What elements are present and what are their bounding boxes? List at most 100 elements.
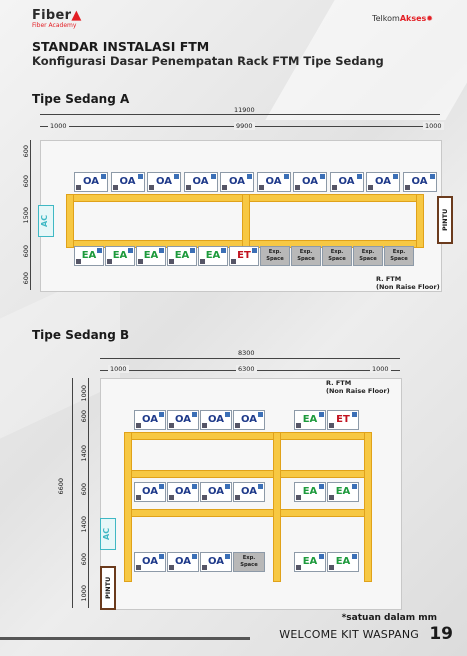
rack-tag-icon bbox=[319, 412, 324, 417]
rack-tag-icon bbox=[296, 565, 301, 570]
rack-oa: OA bbox=[167, 410, 199, 430]
rack-oa: OA bbox=[233, 482, 265, 502]
rack-tag-icon bbox=[192, 412, 197, 417]
vdim-b: 1000 bbox=[80, 585, 88, 602]
door-b: PINTU bbox=[100, 566, 116, 610]
vdim-a: 600 bbox=[22, 272, 30, 285]
rack-oa: OA bbox=[147, 172, 181, 192]
rack-oa: OA bbox=[134, 552, 166, 572]
dim-right-b: 1000 bbox=[370, 365, 391, 373]
rack-tag-icon bbox=[329, 565, 334, 570]
rack-et: ET bbox=[229, 246, 259, 266]
rack-tag-icon bbox=[329, 423, 334, 428]
cable-tray bbox=[124, 432, 132, 582]
cable-tray bbox=[364, 432, 372, 582]
rack-ea: EA bbox=[136, 246, 166, 266]
cable-tray bbox=[273, 432, 281, 582]
rack-tag-icon bbox=[352, 412, 357, 417]
vdim-line bbox=[88, 378, 89, 608]
rack-tag-icon bbox=[76, 259, 81, 264]
cable-tray bbox=[416, 194, 424, 248]
rack-tag-icon bbox=[76, 185, 81, 190]
telkom-akses-logo: TelkomAkses✹ bbox=[372, 14, 433, 23]
dim-right-a: 1000 bbox=[423, 122, 444, 130]
rack-ea: EA bbox=[74, 246, 104, 266]
rack-oa: OA bbox=[134, 410, 166, 430]
rack-tag-icon bbox=[200, 259, 205, 264]
rack-tag-icon bbox=[202, 495, 207, 500]
dim-total-a: 11900 bbox=[234, 106, 255, 114]
rack-tag-icon bbox=[252, 248, 257, 253]
rack-tag-icon bbox=[192, 554, 197, 559]
rack-tag-icon bbox=[107, 259, 112, 264]
rack-ea: EA bbox=[294, 482, 326, 502]
rack-tag-icon bbox=[112, 185, 118, 190]
vdim-b: 1400 bbox=[80, 445, 88, 462]
page-subtitle: Konfigurasi Dasar Penempatan Rack FTM Ti… bbox=[32, 54, 384, 68]
footer-bar bbox=[0, 637, 250, 640]
rack-tag-icon bbox=[429, 174, 435, 179]
rack-oa: OA bbox=[167, 482, 199, 502]
door-a: PINTU bbox=[437, 196, 453, 244]
vdim-line bbox=[72, 378, 73, 608]
rack-tag-icon bbox=[221, 248, 226, 253]
rack-tag-icon bbox=[169, 259, 174, 264]
rack-oa: OA bbox=[366, 172, 400, 192]
rack-tag-icon bbox=[258, 412, 263, 417]
rack-tag-icon bbox=[128, 248, 133, 253]
rack-exp-space: Exp. Space bbox=[291, 246, 321, 266]
rack-tag-icon bbox=[352, 554, 357, 559]
rack-tag-icon bbox=[174, 174, 179, 179]
dim-left-b: 1000 bbox=[108, 365, 129, 373]
rack-tag-icon bbox=[404, 185, 410, 190]
rack-tag-icon bbox=[222, 185, 227, 190]
rack-ea: EA bbox=[105, 246, 135, 266]
rack-tag-icon bbox=[202, 565, 207, 570]
rack-tag-icon bbox=[225, 554, 230, 559]
rack-tag-icon bbox=[231, 259, 236, 264]
cable-tray bbox=[124, 432, 372, 440]
rack-tag-icon bbox=[136, 565, 141, 570]
dim-line bbox=[100, 358, 400, 359]
rack-tag-icon bbox=[159, 412, 164, 417]
rack-tag-icon bbox=[202, 423, 207, 428]
room-label-a: R. FTM (Non Raise Floor) bbox=[376, 275, 440, 291]
rack-tag-icon bbox=[368, 185, 373, 190]
page-number: 19 bbox=[429, 624, 453, 644]
vdim-b: 600 bbox=[80, 410, 88, 423]
rack-ea: EA bbox=[327, 552, 359, 572]
vdim-total-b: 6600 bbox=[57, 478, 65, 495]
rack-ea: EA bbox=[167, 246, 197, 266]
vdim-a: 600 bbox=[22, 175, 30, 188]
room-label-b: R. FTM (Non Raise Floor) bbox=[326, 379, 390, 395]
vdim-b: 600 bbox=[80, 553, 88, 566]
rack-tag-icon bbox=[393, 174, 398, 179]
rack-tag-icon bbox=[101, 174, 106, 179]
rack-tag-icon bbox=[356, 174, 362, 179]
units-note: *satuan dalam mm bbox=[341, 613, 437, 623]
rack-oa: OA bbox=[402, 172, 437, 192]
rack-tag-icon bbox=[136, 495, 141, 500]
rack-ea: EA bbox=[294, 552, 326, 572]
rack-tag-icon bbox=[185, 185, 191, 190]
section-b-heading: Tipe Sedang B bbox=[32, 328, 130, 342]
dim-mid-b: 6300 bbox=[236, 365, 257, 373]
dim-left-a: 1000 bbox=[48, 122, 69, 130]
vdim-a: 600 bbox=[22, 145, 30, 158]
rack-tag-icon bbox=[136, 423, 141, 428]
vdim-b: 1000 bbox=[80, 385, 88, 402]
dim-line bbox=[40, 114, 440, 115]
rack-tag-icon bbox=[258, 185, 264, 190]
rack-oa: OA bbox=[256, 172, 291, 192]
dim-mid-a: 9900 bbox=[234, 122, 255, 130]
rack-ea: EA bbox=[198, 246, 228, 266]
rack-tag-icon bbox=[159, 484, 164, 489]
fiber-academy-logo: Fiber▲ Fiber Academy bbox=[32, 8, 82, 29]
rack-tag-icon bbox=[319, 554, 324, 559]
ac-unit-a: AC bbox=[38, 205, 54, 237]
rack-tag-icon bbox=[192, 484, 197, 489]
rack-tag-icon bbox=[159, 248, 164, 253]
rack-tag-icon bbox=[247, 174, 252, 179]
footer-title: WELCOME KIT WASPANG bbox=[279, 628, 419, 641]
